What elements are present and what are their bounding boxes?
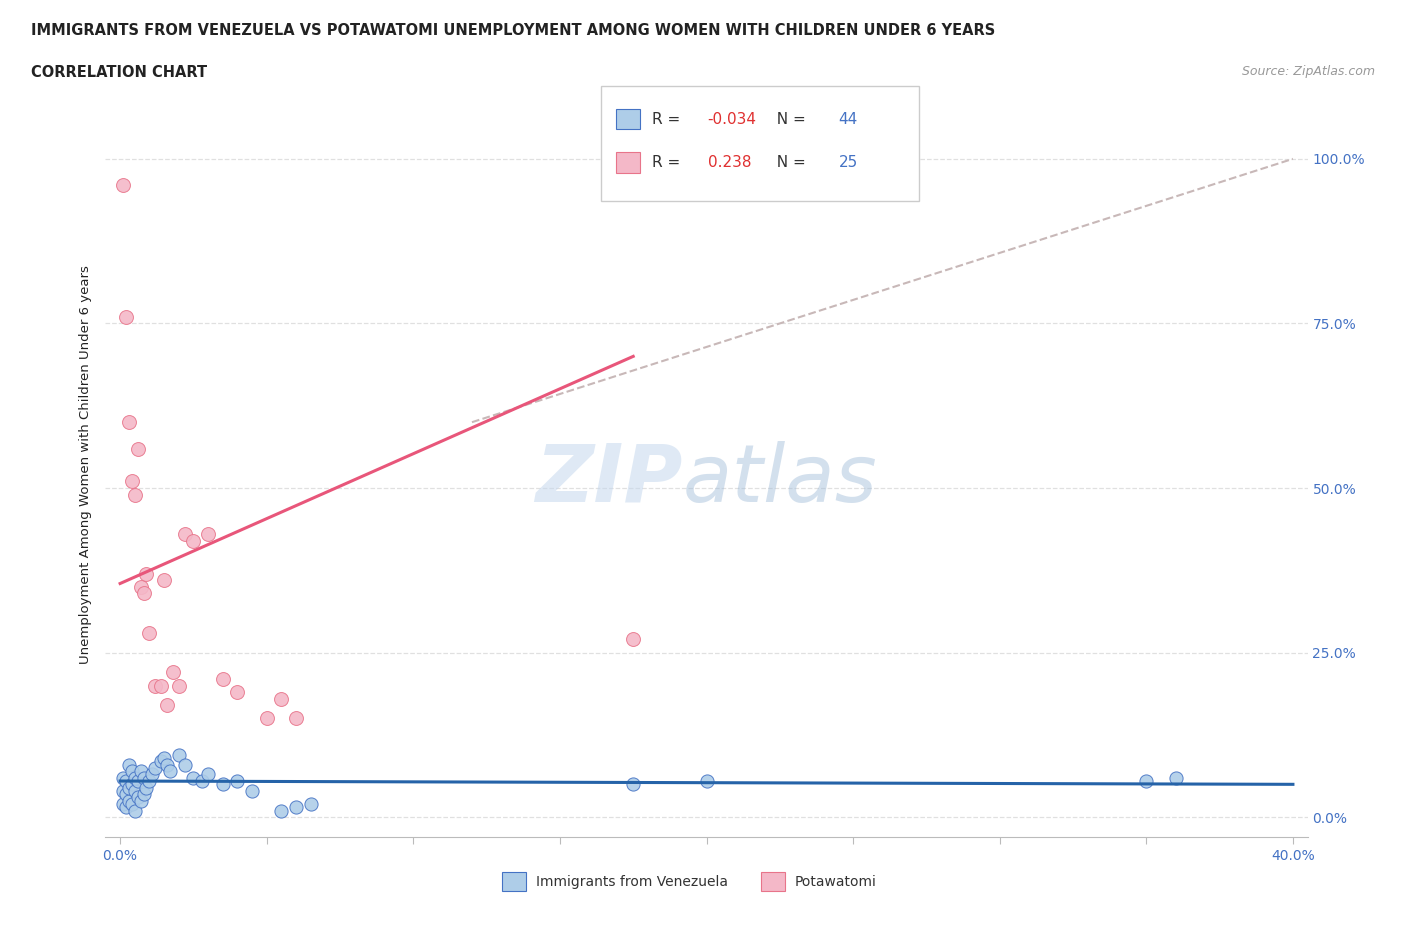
Point	[240, 783, 263, 798]
Point	[162, 665, 184, 680]
Point	[150, 678, 173, 693]
Point	[153, 751, 176, 765]
Text: 25: 25	[839, 154, 858, 169]
Point	[115, 774, 138, 789]
Point	[621, 777, 644, 791]
Point	[124, 487, 146, 502]
Point	[121, 764, 143, 778]
Point	[173, 757, 195, 772]
Point	[156, 698, 179, 712]
Point	[1164, 770, 1187, 785]
Point	[285, 711, 308, 726]
Text: Source: ZipAtlas.com: Source: ZipAtlas.com	[1241, 65, 1375, 78]
Point	[132, 787, 155, 802]
Point	[127, 441, 149, 456]
Point	[118, 780, 141, 795]
Point	[270, 804, 292, 818]
Point	[115, 800, 138, 815]
Text: Immigrants from Venezuela: Immigrants from Venezuela	[536, 874, 728, 889]
Point	[299, 797, 322, 812]
Text: R =: R =	[652, 112, 686, 126]
Point	[159, 764, 181, 778]
Point	[226, 774, 249, 789]
Point	[167, 678, 190, 693]
Point	[115, 787, 138, 802]
Text: 44: 44	[839, 112, 858, 126]
Point	[112, 797, 135, 812]
Point	[141, 767, 163, 782]
Point	[135, 780, 157, 795]
Point	[226, 684, 249, 699]
Point	[132, 586, 155, 601]
Point	[124, 770, 146, 785]
Point	[129, 793, 152, 808]
Point	[127, 790, 149, 805]
Point	[211, 671, 233, 686]
Point	[183, 770, 205, 785]
Point	[127, 774, 149, 789]
Bar	[616, 109, 640, 129]
Point	[135, 566, 157, 581]
Point	[115, 310, 138, 325]
Point	[191, 774, 214, 789]
Text: -0.034: -0.034	[707, 112, 756, 126]
Point	[129, 764, 152, 778]
Bar	[761, 872, 785, 891]
Text: IMMIGRANTS FROM VENEZUELA VS POTAWATOMI UNEMPLOYMENT AMONG WOMEN WITH CHILDREN U: IMMIGRANTS FROM VENEZUELA VS POTAWATOMI …	[31, 23, 995, 38]
Bar	[616, 152, 640, 173]
Point	[173, 526, 195, 541]
Point	[138, 774, 160, 789]
Point	[118, 415, 141, 430]
Point	[167, 748, 190, 763]
Point	[156, 757, 179, 772]
Point	[153, 573, 176, 588]
Point	[285, 800, 308, 815]
Text: ZIP: ZIP	[536, 441, 682, 519]
Point	[150, 754, 173, 769]
Point	[112, 770, 135, 785]
Point	[270, 691, 292, 706]
Text: CORRELATION CHART: CORRELATION CHART	[31, 65, 207, 80]
Point	[1135, 774, 1157, 789]
Text: atlas: atlas	[682, 441, 877, 519]
Point	[211, 777, 233, 791]
Point	[118, 793, 141, 808]
Point	[124, 783, 146, 798]
Point	[256, 711, 278, 726]
Point	[124, 804, 146, 818]
Point	[138, 626, 160, 641]
Text: N =: N =	[766, 154, 810, 169]
Point	[197, 526, 219, 541]
Point	[121, 474, 143, 489]
Point	[696, 774, 718, 789]
Point	[621, 632, 644, 647]
Point	[143, 761, 166, 776]
Point	[112, 178, 135, 193]
FancyBboxPatch shape	[600, 86, 920, 201]
Point	[112, 783, 135, 798]
Text: N =: N =	[766, 112, 810, 126]
Point	[118, 757, 141, 772]
Point	[183, 533, 205, 548]
Point	[197, 767, 219, 782]
Bar	[502, 872, 526, 891]
Point	[143, 678, 166, 693]
Point	[121, 797, 143, 812]
Point	[121, 777, 143, 791]
Text: 0.238: 0.238	[707, 154, 751, 169]
Text: R =: R =	[652, 154, 690, 169]
Y-axis label: Unemployment Among Women with Children Under 6 years: Unemployment Among Women with Children U…	[79, 266, 93, 664]
Point	[132, 770, 155, 785]
Point	[129, 579, 152, 594]
Text: Potawatomi: Potawatomi	[794, 874, 876, 889]
